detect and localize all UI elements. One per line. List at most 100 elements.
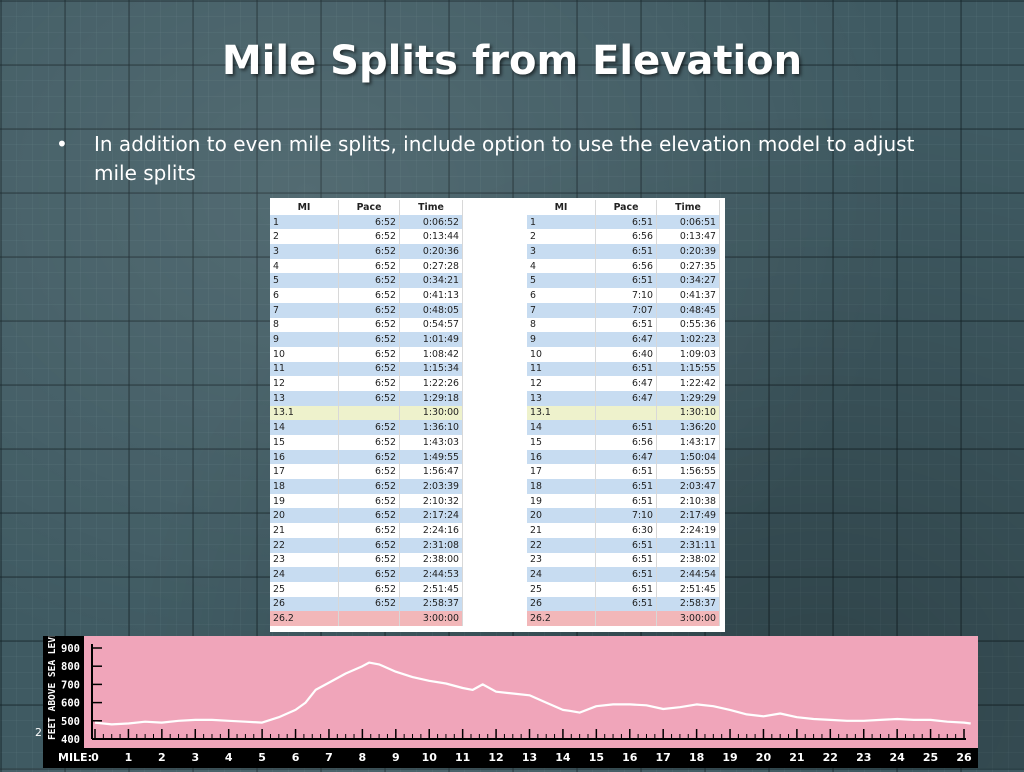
pace-cell: 6:52 [338, 479, 400, 494]
table-row: 3 6:52 0:20:36 [270, 244, 463, 259]
bullet-text: In addition to even mile splits, include… [94, 132, 915, 185]
mile-cell: 21 [270, 523, 339, 538]
pace-cell: 6:52 [338, 567, 400, 582]
mile-cell: 3 [527, 244, 596, 259]
mile-cell: 13.1 [270, 405, 339, 421]
mile-cell: 11 [270, 361, 339, 377]
x-tick-label: 14 [555, 751, 571, 764]
mile-cell: 15 [270, 435, 339, 450]
time-cell: 2:17:49 [656, 508, 720, 524]
mile-splits-spreadsheet: MI Pace Time 1 6:52 0:06:52 2 6:52 0:13:44 3 6:52 0… [270, 198, 725, 632]
even-splits-table: MI Pace Time 1 6:52 0:06:52 2 6:52 0:13:44 3 6:52 0… [270, 200, 463, 626]
table-row: 14 6:52 1:36:10 [270, 420, 463, 435]
time-cell: 2:03:39 [399, 479, 463, 494]
time-cell: 0:06:52 [399, 214, 463, 230]
time-cell: 1:49:55 [399, 449, 463, 465]
y-tick-label: 500 [61, 716, 80, 728]
y-axis-label: FEET ABOVE SEA LEVEL [47, 636, 58, 740]
time-cell: 0:27:28 [399, 258, 463, 274]
mile-cell: 26.2 [270, 611, 339, 626]
time-cell: 0:06:51 [656, 214, 720, 230]
table-row: 18 6:52 2:03:39 [270, 479, 463, 494]
time-cell: 2:51:45 [399, 581, 463, 597]
x-tick-label: 19 [722, 751, 737, 764]
elevation-chart-svg: FEET ABOVE SEA LEVEL 900 800 700 600 500 400 MI… [43, 625, 978, 768]
x-tick-label: 0 [91, 751, 99, 764]
pace-cell [595, 405, 657, 421]
time-cell: 1:08:42 [399, 346, 463, 362]
column-header: Time [656, 200, 720, 215]
pace-cell: 6:51 [595, 552, 657, 568]
mile-cell: 1 [527, 214, 596, 230]
mile-cell: 4 [270, 258, 339, 274]
mile-cell: 2 [527, 229, 596, 245]
time-cell: 1:36:20 [656, 420, 720, 435]
table-row: 13 6:47 1:29:29 [527, 390, 720, 406]
bullet-mark: • [56, 132, 68, 156]
table-row: 10 6:40 1:09:03 [527, 346, 720, 362]
pace-cell: 6:51 [595, 537, 657, 553]
pace-cell: 6:51 [595, 317, 657, 333]
pace-cell: 6:51 [595, 581, 657, 597]
pace-cell: 6:52 [338, 214, 400, 230]
table-row: 7 6:52 0:48:05 [270, 302, 463, 318]
mile-cell: 6 [527, 288, 596, 303]
mile-cell: 21 [527, 523, 596, 538]
pace-cell: 6:51 [595, 596, 657, 612]
time-cell: 1:30:00 [399, 405, 463, 421]
column-header: Time [399, 200, 463, 215]
mile-cell: 24 [527, 567, 596, 582]
table-row: 18 6:51 2:03:47 [527, 479, 720, 494]
x-tick-label: 21 [789, 751, 804, 764]
pace-cell: 6:52 [338, 493, 400, 509]
time-cell: 0:13:44 [399, 229, 463, 245]
time-cell: 1:56:47 [399, 464, 463, 480]
mile-cell: 14 [527, 420, 596, 435]
mile-cell: 9 [527, 332, 596, 347]
pace-cell: 6:52 [338, 508, 400, 524]
table-row: 1 6:51 0:06:51 [527, 214, 720, 230]
table-row: 26.2 3:00:00 [527, 611, 720, 626]
time-cell: 0:27:35 [656, 258, 720, 274]
table-row: 5 6:52 0:34:21 [270, 273, 463, 289]
pace-cell: 6:52 [338, 449, 400, 465]
mile-cell: 17 [270, 464, 339, 480]
time-cell: 2:44:54 [656, 567, 720, 582]
table-row: 1 6:52 0:06:52 [270, 214, 463, 230]
y-tick-label: 600 [61, 698, 80, 710]
time-cell: 0:34:21 [399, 273, 463, 289]
table-row: 24 6:52 2:44:53 [270, 567, 463, 582]
pace-cell: 6:52 [338, 302, 400, 318]
pace-cell: 6:52 [338, 244, 400, 259]
mile-cell: 5 [527, 273, 596, 289]
time-cell: 1:22:42 [656, 376, 720, 391]
pace-cell: 6:52 [338, 376, 400, 391]
x-tick-label: 10 [422, 751, 438, 764]
x-tick-label: 20 [756, 751, 772, 764]
table-row: 13.1 1:30:10 [527, 405, 720, 421]
table-row: 3 6:51 0:20:39 [527, 244, 720, 259]
y-tick-label: 400 [61, 734, 80, 746]
pace-cell [595, 611, 657, 626]
x-tick-label: 2 [158, 751, 166, 764]
x-tick-label: 6 [292, 751, 300, 764]
table-row: 2 6:56 0:13:47 [527, 229, 720, 245]
pace-cell: 6:47 [595, 390, 657, 406]
mile-cell: 19 [527, 493, 596, 509]
mile-cell: 26.2 [527, 611, 596, 626]
table-row: 23 6:52 2:38:00 [270, 552, 463, 568]
time-cell: 1:29:29 [656, 390, 720, 406]
table-row: 5 6:51 0:34:27 [527, 273, 720, 289]
x-tick-label: 26 [956, 751, 972, 764]
column-header: MI [270, 200, 339, 215]
mile-cell: 20 [270, 508, 339, 524]
mile-cell: 14 [270, 420, 339, 435]
time-cell: 2:03:47 [656, 479, 720, 494]
pace-cell: 6:51 [595, 273, 657, 289]
mile-cell: 16 [527, 449, 596, 465]
pace-cell: 6:52 [338, 420, 400, 435]
table-row: 2 6:52 0:13:44 [270, 229, 463, 245]
time-cell: 0:20:39 [656, 244, 720, 259]
mile-cell: 16 [270, 449, 339, 465]
pace-cell: 7:10 [595, 508, 657, 524]
